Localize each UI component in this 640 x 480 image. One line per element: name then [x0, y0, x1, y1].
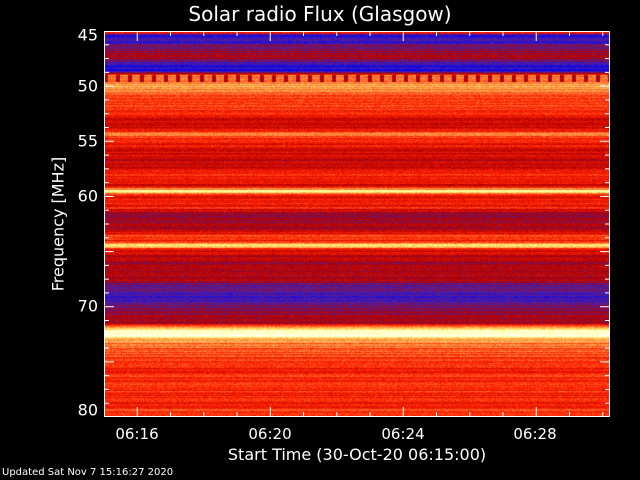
y-tick-label: 60 — [77, 186, 98, 206]
spectrogram-heatmap — [104, 31, 610, 417]
spectrogram-plot — [104, 31, 610, 417]
updated-timestamp: Updated Sat Nov 7 15:16:27 2020 — [2, 467, 174, 478]
plot-axes — [104, 31, 610, 417]
y-tick-label: 80 — [77, 400, 98, 420]
x-tick-label: 06:16 — [115, 425, 159, 443]
x-tick-label: 06:28 — [513, 425, 557, 443]
y-axis-label: Frequency [MHz] — [48, 156, 68, 292]
y-tick-label: 50 — [77, 76, 98, 96]
x-axis-label: Start Time (30-Oct-20 06:15:00) — [227, 445, 487, 464]
y-tick-label: 45 — [77, 25, 98, 45]
y-tick-label: 70 — [77, 296, 98, 316]
x-tick-label: 06:24 — [381, 425, 425, 443]
x-tick-label: 06:20 — [248, 425, 292, 443]
chart-title: Solar radio Flux (Glasgow) — [188, 2, 452, 26]
plot-frame — [104, 31, 610, 417]
y-tick-label: 55 — [77, 131, 98, 151]
